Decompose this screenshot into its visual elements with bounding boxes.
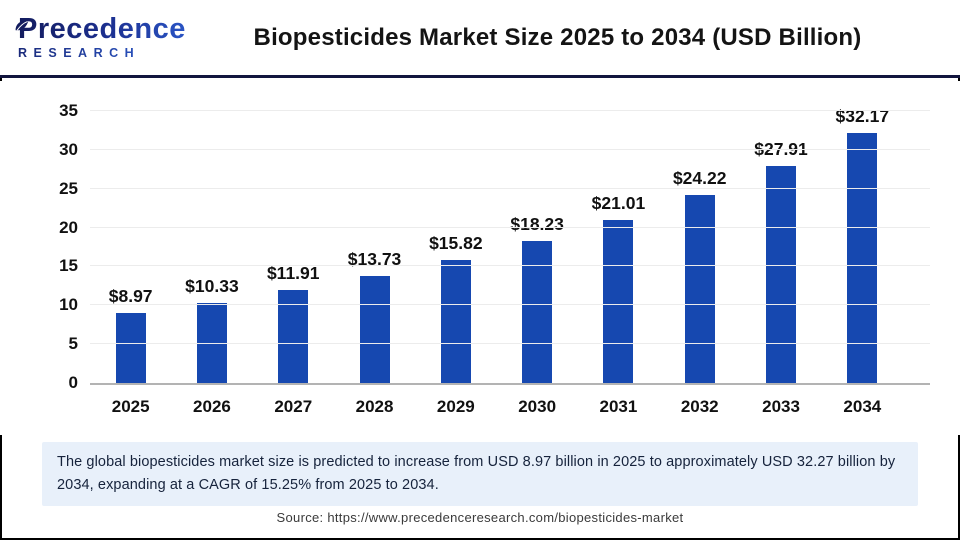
bar [359, 276, 390, 383]
bar [522, 241, 553, 383]
bar-group: $8.97 [90, 286, 171, 383]
x-tick-label: 2026 [193, 397, 231, 416]
gridline [90, 187, 930, 189]
bar-group: $13.73 [334, 249, 415, 383]
bar-group: $21.01 [578, 193, 659, 383]
x-tick-label: 2027 [274, 397, 313, 416]
bar-value-label: $21.01 [591, 192, 646, 213]
x-tick-label: 2029 [436, 397, 475, 416]
x-tick-label: 2031 [599, 397, 638, 416]
plot-area: $8.97 $10.33 $11.91 $13.73 $15.82 $18.23 $21.0… [59, 101, 930, 392]
y-tick-label: 15 [59, 256, 78, 276]
bar-value-label: $15.82 [429, 233, 483, 254]
gridline [90, 148, 930, 150]
bar-value-label: $8.97 [108, 286, 153, 307]
y-tick-label: 25 [59, 178, 78, 198]
bar-value-label: $13.73 [347, 249, 402, 270]
bar [440, 260, 471, 383]
bar [196, 302, 227, 383]
logo: Precedence RESEARCH [0, 15, 215, 60]
bar-group: $24.22 [659, 168, 740, 383]
bar-value-label: $10.33 [185, 275, 239, 296]
bar [766, 166, 797, 383]
bar-group: $15.82 [415, 233, 496, 383]
bar [115, 313, 146, 383]
gridline [90, 110, 930, 111]
y-tick-label: 0 [68, 373, 78, 392]
gridline [90, 265, 930, 267]
gridline [90, 343, 930, 345]
y-tick-label: 35 [59, 101, 78, 120]
gridline [90, 226, 930, 228]
bar-group: $32.17 [822, 106, 903, 383]
source-line: Source: https://www.precedenceresearch.c… [0, 509, 960, 527]
bar-group: $10.33 [171, 276, 252, 383]
x-tick-label: 2032 [680, 397, 719, 416]
x-tick-label: 2033 [762, 397, 800, 416]
bar-group: $18.23 [496, 214, 577, 383]
bar [847, 133, 878, 383]
bar [603, 219, 634, 383]
logo-subtitle: RESEARCH [18, 47, 215, 60]
x-tick-label: 2034 [843, 397, 882, 416]
x-axis-labels: 2025 2026 2027 2028 2029 2030 2031 2032 2033 2034 [90, 397, 903, 417]
gridline [90, 304, 930, 306]
x-tick-label: 2030 [518, 397, 557, 416]
page-title: Biopesticides Market Size 2025 to 2034 (… [253, 23, 862, 51]
x-tick-label: 2028 [355, 397, 394, 416]
bar-value-label: $11.91 [266, 263, 320, 284]
y-tick-label: 30 [59, 139, 78, 159]
y-tick-label: 20 [59, 217, 78, 237]
source-text: Source: https://www.precedenceresearch.c… [276, 510, 684, 525]
x-tick-label: 2025 [111, 397, 150, 416]
note-box: The global biopesticides market size is … [42, 442, 918, 506]
bar-value-label: $32.17 [835, 106, 890, 126]
bar-group: $27.91 [740, 139, 821, 383]
chart: $8.97 $10.33 $11.91 $13.73 $15.82 $18.23 $21.0… [0, 81, 960, 435]
bar [278, 290, 309, 383]
bar-value-label: $18.23 [510, 214, 564, 235]
y-tick-label: 10 [59, 295, 78, 315]
note-text: The global biopesticides market size is … [57, 454, 896, 493]
header: Precedence RESEARCH Biopesticides Market… [0, 0, 960, 78]
logo-wordmark: Precedence [18, 15, 215, 44]
bar-group: $11.91 [253, 263, 334, 383]
y-tick-label: 5 [68, 334, 78, 354]
bar [684, 194, 715, 383]
title-wrap: Biopesticides Market Size 2025 to 2034 (… [215, 24, 960, 52]
bars: $8.97 $10.33 $11.91 $13.73 $15.82 $18.23 $21.0… [90, 106, 903, 383]
bar-value-label: $24.22 [672, 167, 727, 188]
